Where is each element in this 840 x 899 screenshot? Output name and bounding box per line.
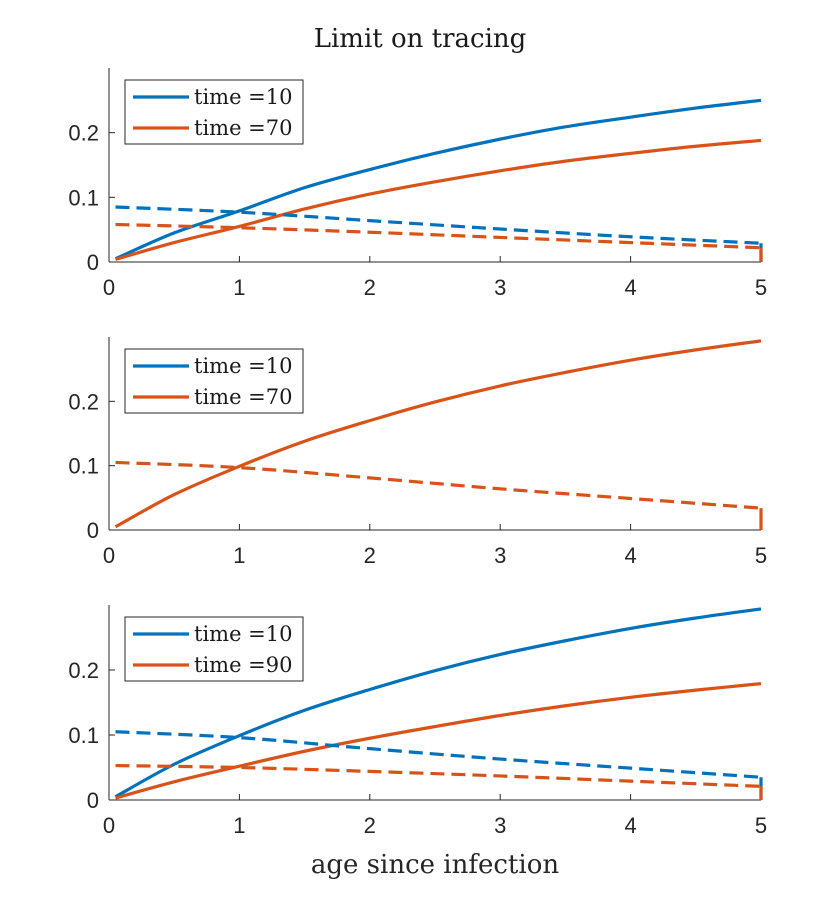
- legend: time =10 time =90: [124, 616, 304, 682]
- solid-series-line-1: [114, 339, 762, 529]
- x-tick-label: 4: [624, 543, 636, 568]
- x-tick-label: 5: [755, 813, 767, 838]
- legend-box: [124, 616, 304, 682]
- legend-box: [124, 79, 304, 145]
- x-tick-label: 0: [103, 543, 115, 568]
- dashed-series-line-2: [115, 460, 762, 510]
- y-tick-label: 0.1: [68, 454, 99, 479]
- solid-series-line-1: [114, 98, 762, 261]
- y-tick-label: 0.1: [68, 185, 99, 210]
- panel-1: 0 1 2 3 4 5 0 0.1 0.2 time =10 time =70: [68, 68, 767, 300]
- legend-box: [124, 348, 304, 414]
- x-axis-label: age since infection: [311, 850, 559, 880]
- dashed-series-line-3: [115, 205, 762, 245]
- legend-label-2: time =70: [194, 385, 293, 409]
- y-tick-label: 0.2: [68, 389, 99, 414]
- legend-label-1: time =10: [194, 354, 293, 378]
- dashed-series-line-4: [115, 222, 762, 250]
- panel-3: 0 1 2 3 4 5 0 0.1 0.2 time =10 time =90: [68, 605, 767, 838]
- dashed-series-line-3: [115, 730, 762, 779]
- x-tick-label: 4: [624, 813, 636, 838]
- solid-series-line-2: [115, 138, 762, 261]
- x-tick-label: 3: [494, 543, 506, 568]
- solid-series-line-2: [115, 682, 762, 800]
- y-tick-label: 0.1: [68, 723, 99, 748]
- legend: time =10 time =70: [124, 79, 304, 145]
- y-tick-label: 0: [87, 250, 99, 275]
- x-tick-label: 1: [233, 543, 245, 568]
- x-tick-label: 4: [624, 275, 636, 300]
- x-tick-label: 5: [755, 543, 767, 568]
- dashed-series-line-4: [115, 763, 762, 788]
- x-tick-label: 1: [233, 813, 245, 838]
- legend-label-1: time =10: [194, 622, 293, 646]
- y-tick-label: 0: [87, 788, 99, 813]
- x-tick-label: 0: [103, 813, 115, 838]
- x-tick-label: 2: [364, 543, 376, 568]
- solid-series-line-1: [114, 607, 762, 799]
- x-tick-label: 2: [364, 275, 376, 300]
- legend-label-2: time =90: [194, 653, 293, 677]
- legend-label-2: time =70: [194, 116, 293, 140]
- x-tick-label: 3: [494, 275, 506, 300]
- x-tick-label: 5: [755, 275, 767, 300]
- x-tick-label: 3: [494, 813, 506, 838]
- legend-label-1: time =10: [194, 85, 293, 109]
- y-tick-label: 0.2: [68, 658, 99, 683]
- panel-2: 0 1 2 3 4 5 0 0.1 0.2 time =10 time =70: [68, 337, 767, 568]
- x-tick-label: 0: [103, 275, 115, 300]
- figure-title: Limit on tracing: [314, 24, 527, 54]
- y-tick-label: 0: [87, 518, 99, 543]
- x-tick-label: 2: [364, 813, 376, 838]
- y-tick-label: 0.2: [68, 121, 99, 146]
- legend: time =10 time =70: [124, 348, 304, 414]
- x-tick-label: 1: [233, 275, 245, 300]
